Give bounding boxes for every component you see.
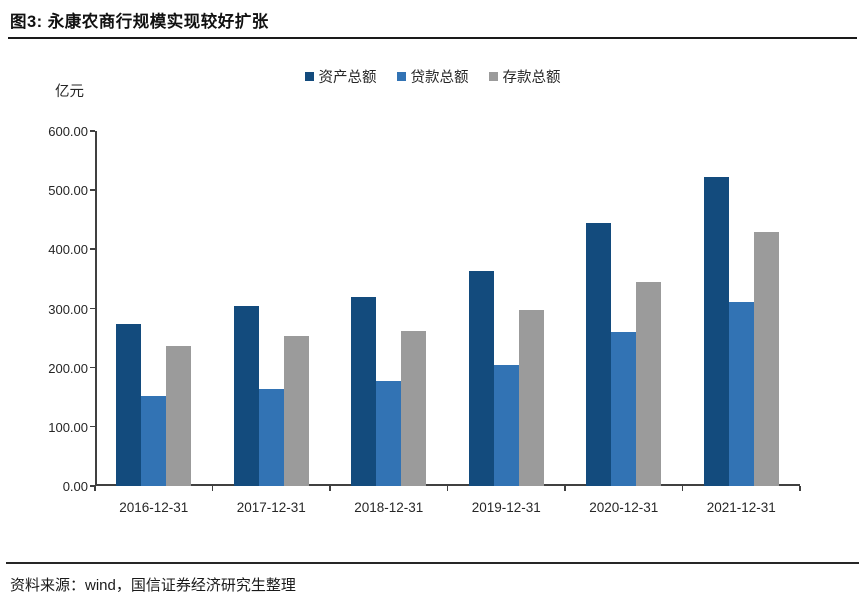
legend-label: 存款总额 bbox=[502, 70, 561, 86]
legend-marker-icon bbox=[304, 72, 314, 81]
legend-marker-icon bbox=[396, 72, 406, 81]
y-tick-mark bbox=[90, 189, 95, 191]
x-tick-label: 2021-12-31 bbox=[706, 500, 776, 515]
bar-2019-12-31-series-0 bbox=[468, 270, 494, 486]
bar-2021-12-31-series-1 bbox=[728, 301, 754, 486]
legend-item-2: 存款总额 bbox=[488, 66, 561, 87]
x-tick-label: 2018-12-31 bbox=[354, 500, 424, 515]
y-tick-label: 200.00 bbox=[48, 360, 88, 376]
y-tick-mark bbox=[90, 485, 95, 487]
bar-2016-12-31-series-1 bbox=[141, 396, 167, 486]
bar-2021-12-31-series-2 bbox=[753, 231, 779, 486]
x-tick-label: 2020-12-31 bbox=[589, 500, 659, 515]
bar-2018-12-31-series-1 bbox=[376, 380, 402, 486]
footer-divider bbox=[6, 562, 859, 564]
bar-2017-12-31-series-2 bbox=[283, 335, 309, 486]
x-tick-mark bbox=[211, 486, 214, 491]
bar-2016-12-31-series-0 bbox=[116, 323, 142, 486]
legend-item-0: 资产总额 bbox=[304, 66, 377, 87]
x-tick-mark bbox=[799, 486, 801, 491]
x-tick-mark bbox=[94, 486, 96, 491]
bar-2019-12-31-series-1 bbox=[493, 364, 519, 486]
y-tick-label: 500.00 bbox=[48, 183, 88, 199]
bar-2020-12-31-series-0 bbox=[586, 223, 612, 486]
bar-2020-12-31-series-1 bbox=[611, 332, 637, 486]
y-tick-label: 600.00 bbox=[48, 124, 88, 139]
x-tick-mark bbox=[329, 486, 331, 491]
y-tick-label: 100.00 bbox=[48, 419, 88, 435]
y-tick-mark bbox=[90, 307, 95, 309]
y-tick-mark bbox=[90, 366, 95, 369]
y-tick-mark bbox=[90, 425, 95, 428]
x-tick-mark bbox=[564, 486, 566, 491]
chart-legend: 资产总额 贷款总额 存款总额 bbox=[0, 66, 865, 87]
y-tick-mark bbox=[90, 130, 95, 132]
x-tick-label: 2016-12-31 bbox=[119, 500, 189, 515]
x-tick-label: 2019-12-31 bbox=[471, 500, 541, 515]
legend-label: 资产总额 bbox=[318, 70, 377, 86]
title-divider bbox=[8, 37, 857, 39]
legend-label: 贷款总额 bbox=[410, 70, 469, 86]
bar-2020-12-31-series-2 bbox=[636, 281, 662, 486]
x-tick-label: 2017-12-31 bbox=[236, 500, 306, 515]
bar-2017-12-31-series-1 bbox=[258, 388, 284, 486]
x-tick-mark bbox=[681, 486, 684, 491]
legend-item-1: 贷款总额 bbox=[396, 66, 469, 87]
figure-title: 图3: 永康农商行规模实现较好扩张 bbox=[10, 13, 269, 31]
bar-2018-12-31-series-0 bbox=[351, 296, 377, 486]
plot-area bbox=[95, 131, 800, 486]
source-note: 资料来源：wind，国信证券经济研究生整理 bbox=[10, 577, 296, 594]
y-axis-unit-label: 亿元 bbox=[55, 84, 84, 100]
bar-2016-12-31-series-2 bbox=[166, 345, 192, 486]
y-tick-label: 300.00 bbox=[48, 301, 88, 317]
bar-2018-12-31-series-2 bbox=[401, 330, 427, 486]
y-tick-label: 400.00 bbox=[48, 242, 88, 258]
x-tick-mark bbox=[446, 486, 449, 491]
bar-2019-12-31-series-2 bbox=[518, 309, 544, 486]
y-tick-label: 0.00 bbox=[62, 479, 88, 494]
legend-marker-icon bbox=[488, 72, 498, 81]
bar-2017-12-31-series-0 bbox=[233, 305, 259, 486]
y-tick-mark bbox=[90, 248, 95, 250]
bar-2021-12-31-series-0 bbox=[703, 176, 729, 486]
